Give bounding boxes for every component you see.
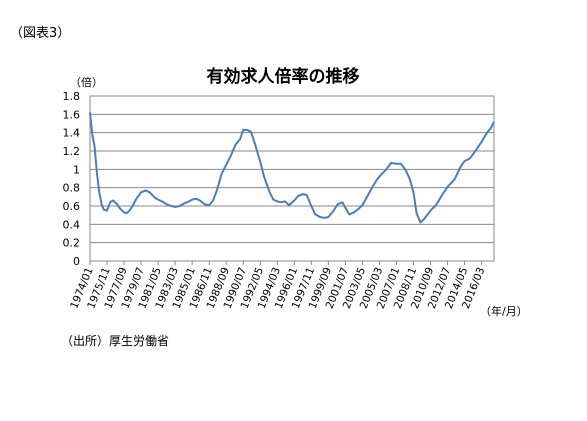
y-tick-label: 1.2	[63, 145, 81, 158]
y-tick-label: 0.6	[63, 200, 81, 213]
y-axis-unit: （倍）	[70, 75, 103, 89]
series-line	[89, 112, 495, 224]
chart-title: 有効求人倍率の推移	[207, 66, 360, 87]
y-tick-label: 1	[73, 163, 80, 176]
y-tick-label: 0.8	[63, 182, 81, 195]
y-tick-label: 1.4	[63, 127, 81, 140]
y-tick-label: 0	[73, 255, 80, 268]
source-note: （出所）厚生労働省	[61, 334, 170, 348]
plot-frame	[89, 95, 495, 262]
y-tick-label: 1.8	[63, 90, 81, 103]
series-group	[89, 112, 495, 224]
y-tick-label: 1.6	[63, 108, 81, 121]
x-axis-unit: （年/月）	[480, 304, 528, 318]
gridlines	[90, 95, 494, 262]
y-axis-ticks: 0 0.2 0.4 0.6 0.8 1 1.2 1.4 1.6 1.8	[63, 90, 81, 268]
figure-label: （図表3）	[10, 26, 71, 41]
y-tick-label: 0.2	[63, 237, 81, 250]
y-tick-label: 0.4	[63, 218, 81, 231]
x-axis-ticks: 1974/011975/111977/091979/071981/051983/…	[68, 261, 487, 311]
